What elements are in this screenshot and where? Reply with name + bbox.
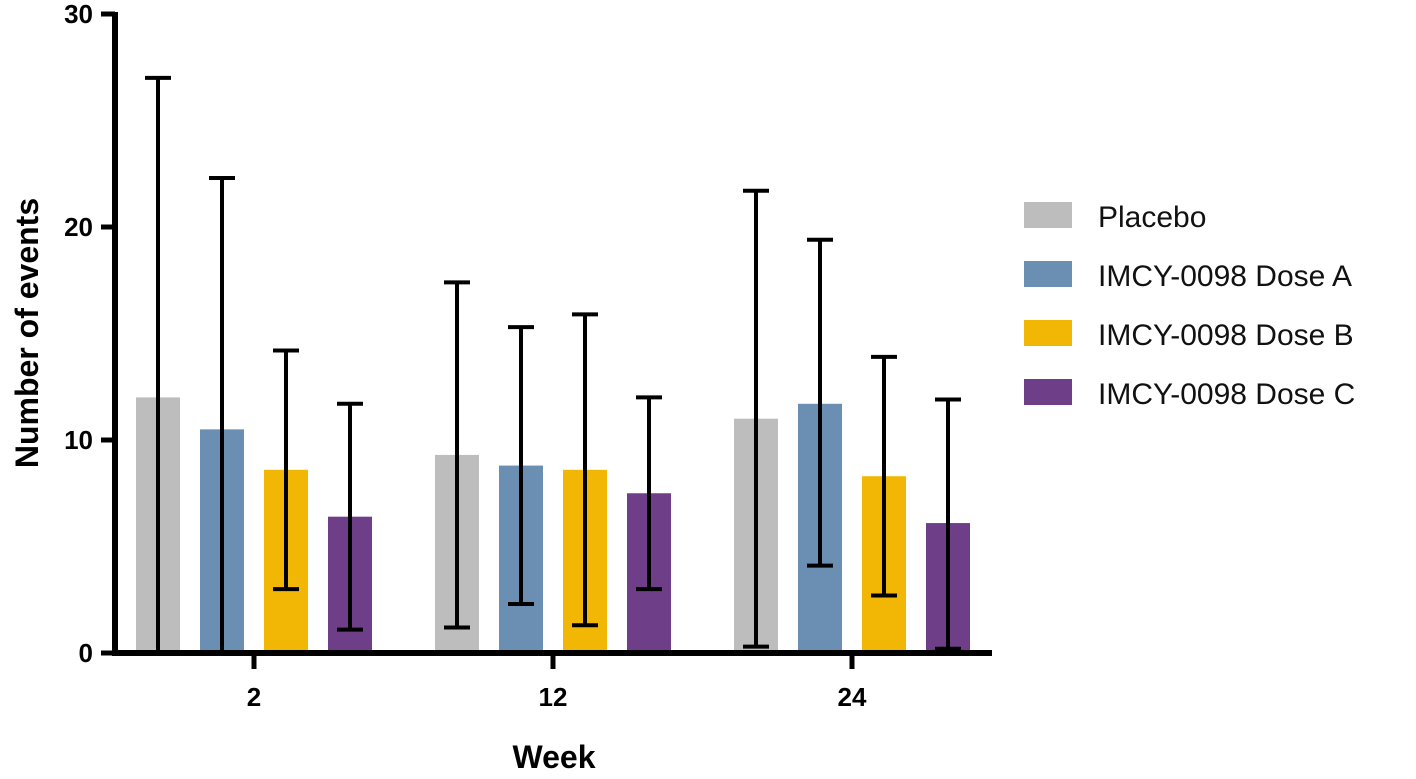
- error-bar-3-0: [337, 401, 363, 632]
- y-tick-label-3: 30: [64, 0, 93, 29]
- y-axis-title: Number of events: [9, 198, 45, 468]
- error-bar-3-2: [935, 397, 961, 651]
- legend-item-3: IMCY-0098 Dose C: [1024, 378, 1355, 411]
- x-tick-label-1: 12: [539, 682, 568, 712]
- legend-label-1: IMCY-0098 Dose A: [1098, 260, 1352, 293]
- error-bar-1-2: [807, 237, 833, 568]
- legend-swatch-0: [1024, 202, 1072, 228]
- y-tick-label-2: 20: [64, 212, 93, 242]
- error-bar-3-1: [636, 395, 662, 592]
- error-bar-2-2: [871, 354, 897, 598]
- y-tick-label-0: 0: [79, 638, 93, 668]
- error-bar-0-2: [743, 188, 769, 649]
- y-tick-label-1: 10: [64, 425, 93, 455]
- bars-layer: [136, 397, 970, 653]
- x-axis-title: Week: [512, 739, 595, 774]
- legend-item-0: Placebo: [1024, 201, 1206, 234]
- legend-label-2: IMCY-0098 Dose B: [1098, 319, 1354, 352]
- legend-swatch-2: [1024, 320, 1072, 346]
- error-bar-2-1: [572, 312, 598, 628]
- legend-item-2: IMCY-0098 Dose B: [1024, 319, 1354, 352]
- legend: Placebo IMCY-0098 Dose A IMCY-0098 Dose B I…: [1024, 201, 1355, 411]
- legend-item-1: IMCY-0098 Dose A: [1024, 260, 1352, 293]
- legend-swatch-1: [1024, 261, 1072, 287]
- x-tick-label-0: 2: [247, 682, 261, 712]
- axes-layer: 0 10 20 30 2 12 24: [64, 0, 992, 712]
- error-bar-2-0: [273, 348, 299, 592]
- x-tick-label-2: 24: [838, 682, 867, 712]
- legend-swatch-3: [1024, 379, 1072, 405]
- legend-label-0: Placebo: [1098, 201, 1206, 234]
- error-bar-0-1: [444, 280, 470, 630]
- legend-label-3: IMCY-0098 Dose C: [1098, 378, 1355, 411]
- error-bar-1-1: [508, 325, 534, 607]
